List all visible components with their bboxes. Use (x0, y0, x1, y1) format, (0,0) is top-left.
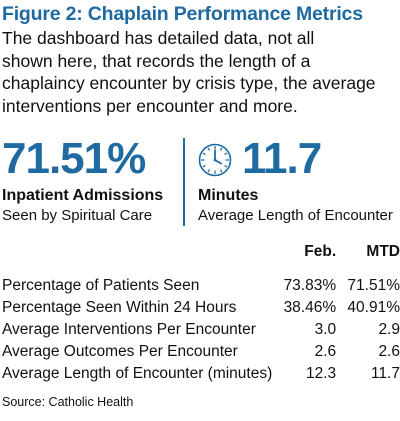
metric-name: Average Interventions Per Encounter (2, 321, 256, 338)
kpi-divider (183, 138, 185, 226)
clock-icon (198, 143, 232, 177)
feb-value: 12.3 (305, 365, 337, 382)
feb-value: 2.6 (314, 343, 337, 360)
metric-name: Percentage of Patients Seen (2, 277, 200, 294)
feb-value: 38.46% (283, 299, 337, 316)
table-row: Average Length of Encounter (minutes) 12… (2, 363, 400, 385)
kpi-label: Minutes (198, 187, 259, 204)
mtd-value: 2.9 (378, 321, 400, 338)
metrics-table: Feb. MTD Percentage of Patients Seen 73.… (2, 243, 400, 385)
mtd-value: 71.51% (347, 277, 400, 294)
description-line: shown here, that records the length of a (2, 50, 311, 71)
feb-value: 73.83% (283, 277, 337, 294)
kpi-length-of-encounter: 11.7 Minutes Average Length of Encounter (198, 134, 393, 224)
description-line: interventions per encounter and more. (2, 95, 298, 116)
description-line: The dashboard has detailed data, not all (2, 28, 315, 48)
table-header-row: Feb. MTD (2, 243, 400, 269)
table-row: Average Outcomes Per Encounter 2.6 2.6 (2, 341, 400, 363)
kpi-sublabel: Average Length of Encounter (198, 207, 393, 224)
feb-column-header: Feb. (304, 243, 337, 260)
mtd-value: 40.91% (347, 299, 400, 316)
kpi-value: 71.51% (2, 134, 146, 183)
figure-description: The dashboard has detailed data, not all… (2, 27, 398, 117)
feb-value: 3.0 (314, 321, 337, 338)
kpi-value: 11.7 (242, 134, 322, 183)
table-row: Percentage Seen Within 24 Hours 38.46% 4… (2, 297, 400, 319)
kpi-inpatient-admissions: 71.51% Inpatient Admissions Seen by Spir… (2, 134, 163, 224)
kpi-label: Inpatient Admissions (2, 187, 164, 204)
metric-name: Average Length of Encounter (minutes) (2, 365, 273, 382)
table-row: Average Interventions Per Encounter 3.0 … (2, 319, 400, 341)
mtd-value: 2.6 (378, 343, 400, 360)
metric-name: Percentage Seen Within 24 Hours (2, 299, 237, 316)
kpi-sublabel: Seen by Spiritual Care (2, 207, 153, 224)
metric-name: Average Outcomes Per Encounter (2, 343, 238, 360)
source-note: Source: Catholic Health (2, 395, 134, 409)
figure-title: Figure 2: Chaplain Performance Metrics (2, 3, 363, 25)
metric-column-header (2, 243, 272, 269)
description-line: chaplaincy encounter by crisis type, the… (2, 73, 376, 93)
mtd-column-header: MTD (366, 243, 400, 260)
table-row: Percentage of Patients Seen 73.83% 71.51… (2, 275, 400, 297)
mtd-value: 11.7 (370, 365, 400, 382)
